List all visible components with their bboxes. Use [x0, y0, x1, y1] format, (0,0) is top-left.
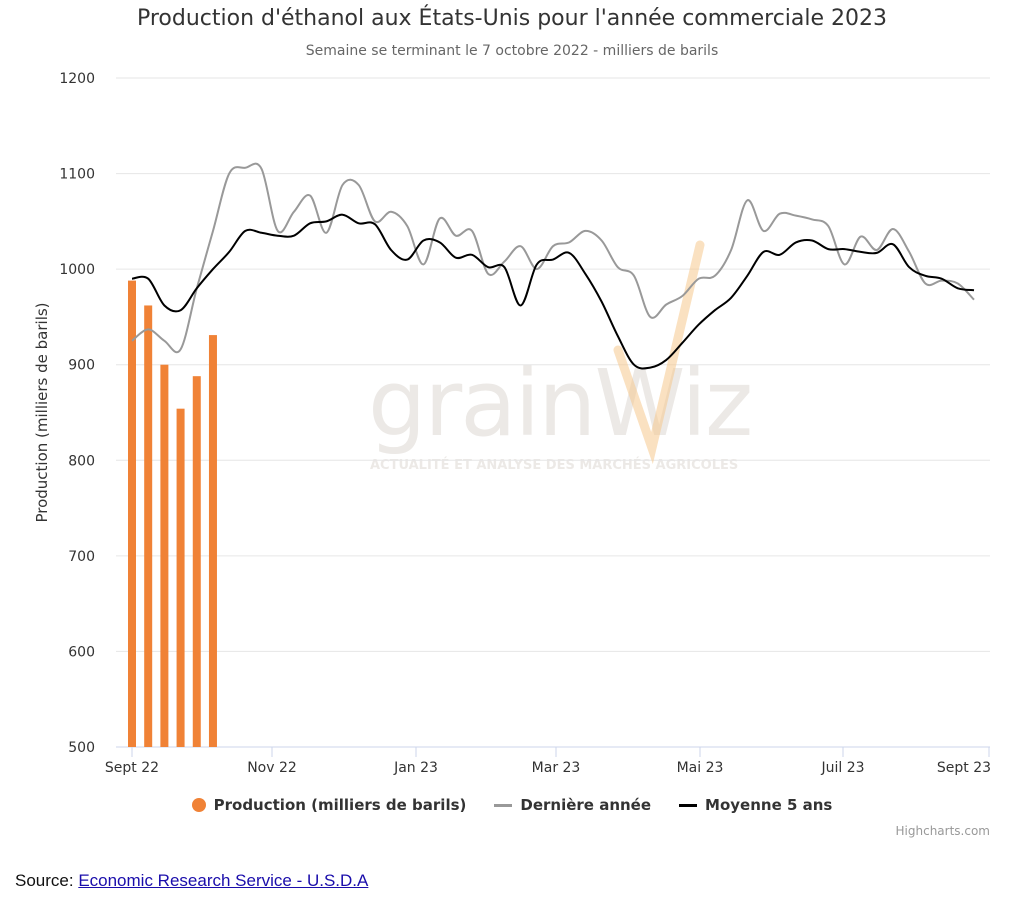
x-tick-label: Sept 22 — [105, 760, 159, 776]
legend-production-swatch — [191, 798, 206, 812]
legend-derniere-label: Dernière année — [520, 796, 652, 814]
bar-production — [144, 305, 153, 747]
line-derniere-annee — [131, 162, 975, 354]
y-tick-label: 700 — [68, 549, 95, 565]
x-tick-label: Jan 23 — [393, 760, 438, 776]
chart-subtitle: Semaine se terminant le 7 octobre 2022 -… — [305, 43, 719, 59]
line-moyenne-5-ans — [131, 213, 975, 370]
legend-item-moyenne[interactable]: Moyenne 5 ans — [679, 796, 832, 814]
legend-moyenne-swatch — [679, 803, 698, 807]
legend: Production (milliers de barils) Dernière… — [0, 796, 1024, 814]
y-tick-label: 1000 — [59, 262, 95, 278]
source-link[interactable]: Economic Research Service - U.S.D.A — [78, 871, 369, 890]
y-axis-title: Production (milliers de barils) — [33, 302, 51, 522]
legend-item-derniere[interactable]: Dernière année — [494, 796, 651, 814]
source-label: Source: — [15, 871, 79, 890]
x-tick-label: Mai 23 — [677, 760, 724, 776]
y-tick-label: 800 — [68, 453, 95, 469]
watermark: grainWiz ACTUALITÉ ET ANALYSE DES MARCHÉ… — [368, 350, 758, 480]
chart-title: Production d'éthanol aux États-Unis pour… — [136, 6, 888, 31]
watermark-accent-icon — [613, 240, 705, 465]
bar-production — [160, 364, 169, 747]
y-tick-label: 600 — [68, 644, 95, 660]
watermark-logo: grainWiz — [368, 350, 753, 457]
x-tick-label: Mar 23 — [532, 760, 581, 776]
y-tick-label: 1200 — [59, 71, 95, 87]
x-tick-label: Nov 22 — [247, 760, 297, 776]
bar-production — [128, 280, 136, 747]
y-tick-label: 1100 — [59, 167, 95, 183]
watermark-tagline: ACTUALITÉ ET ANALYSE DES MARCHÉS AGRICOL… — [370, 458, 739, 473]
legend-production-label: Production (milliers de barils) — [213, 796, 467, 814]
chart-svg: 500 600 700 800 900 1000 1100 1200 Production (m… — [33, 71, 991, 776]
bar-production — [192, 376, 201, 747]
y-tick-label: 900 — [68, 358, 95, 374]
bar-production — [208, 335, 217, 747]
bar-production — [176, 408, 185, 747]
legend-moyenne-label: Moyenne 5 ans — [705, 796, 833, 814]
x-tick-label: Sept 23 — [937, 760, 991, 776]
source-line: Source: Economic Research Service - U.S.… — [15, 871, 368, 891]
legend-item-production[interactable]: Production (milliers de barils) — [191, 796, 467, 814]
x-tick-label: Juil 23 — [820, 760, 864, 776]
chart-container: Production d'éthanol aux États-Unis pour… — [0, 6, 1024, 838]
credits-link[interactable]: Highcharts.com — [895, 824, 990, 838]
y-tick-label: 500 — [68, 740, 95, 756]
legend-derniere-swatch — [494, 803, 513, 807]
